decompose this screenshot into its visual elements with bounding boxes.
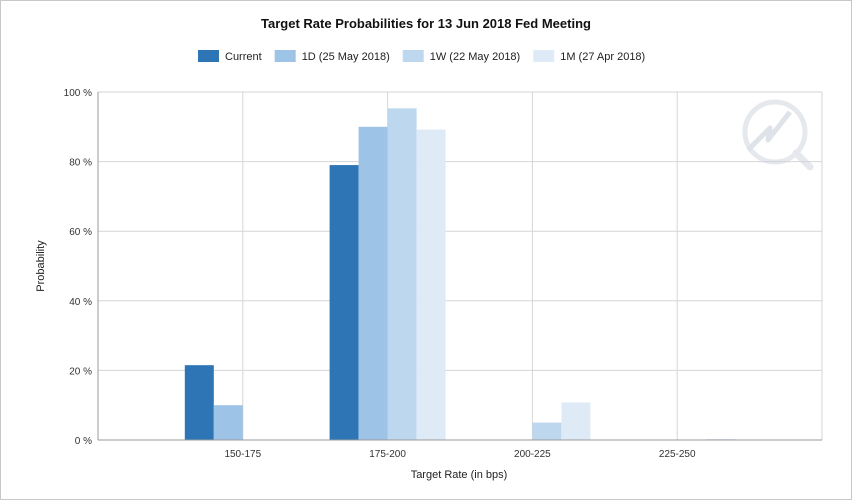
x-tick-label: 150-175 (224, 449, 261, 460)
x-tick-label: 225-250 (659, 449, 696, 460)
cme-fedwatch-logo-icon (742, 99, 814, 171)
bar (213, 405, 243, 440)
bars (184, 108, 736, 441)
legend-swatch (274, 50, 296, 62)
legend-label: Current (225, 51, 262, 63)
legend-swatch (533, 50, 555, 62)
legend-swatch (402, 50, 424, 62)
legend-swatch (198, 50, 219, 62)
bar (416, 129, 446, 441)
legend: Current 1D (25 May 2018) 1W (22 May 2018) 1… (198, 50, 645, 63)
x-tick-label: 200-225 (514, 449, 551, 460)
x-axis-title: Target Rate (in bps) (411, 469, 508, 481)
bar (532, 422, 562, 440)
y-tick-label: 60 % (69, 227, 92, 238)
legend-label: 1W (22 May 2018) (430, 51, 520, 63)
legend-label: 1M (27 Apr 2018) (560, 51, 645, 63)
y-tick-label: 40 % (69, 297, 92, 308)
chart-title: Target Rate Probabilities for 13 Jun 201… (261, 16, 591, 31)
x-axis: 150-175 175-200 200-225 225-250 (98, 439, 822, 460)
y-tick-label: 80 % (69, 158, 92, 169)
y-axis-title: Probability (35, 240, 47, 292)
bar (561, 402, 591, 440)
bar (358, 126, 388, 441)
bar (329, 165, 359, 440)
bar (706, 438, 736, 440)
legend-label: 1D (25 May 2018) (302, 51, 390, 63)
y-axis: 0 % 20 % 40 % 60 % 80 % 100 % (64, 88, 99, 447)
y-tick-label: 20 % (69, 366, 92, 377)
bar (184, 365, 214, 440)
y-tick-label: 100 % (64, 88, 92, 99)
x-tick-label: 175-200 (369, 449, 406, 460)
bar (387, 108, 417, 440)
y-tick-label: 0 % (75, 436, 92, 447)
